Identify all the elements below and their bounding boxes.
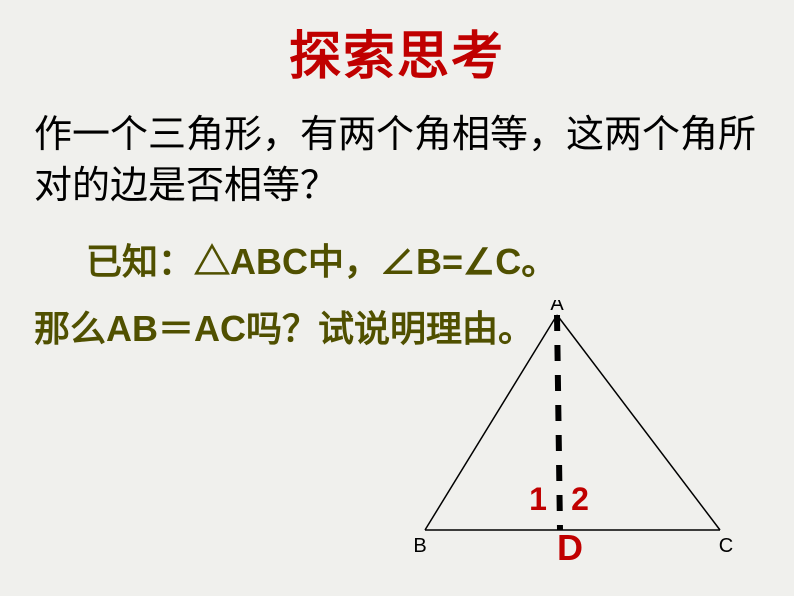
altitude-ad bbox=[557, 315, 560, 530]
triangle-diagram: A B C D 1 2 bbox=[370, 300, 750, 570]
angle-label-2: 2 bbox=[571, 481, 589, 517]
problem-statement: 作一个三角形，有两个角相等，这两个角所对的边是否相等？ bbox=[34, 110, 764, 213]
given-statement: 已知：△ABC中，∠B=∠C。 bbox=[86, 233, 557, 285]
point-label-d: D bbox=[557, 527, 583, 568]
vertex-label-b: B bbox=[413, 535, 426, 557]
page-title: 探索思考 bbox=[0, 14, 794, 89]
vertex-label-a: A bbox=[550, 300, 564, 315]
vertex-label-c: C bbox=[719, 535, 733, 557]
angle-label-1: 1 bbox=[529, 481, 547, 517]
